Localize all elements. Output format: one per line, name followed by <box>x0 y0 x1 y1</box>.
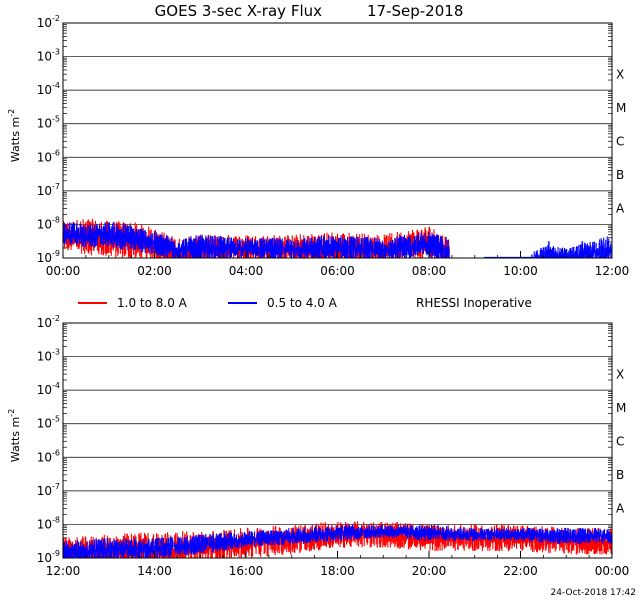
top-panel: 10-2 10-3 10-4 10-5 10-6 10-7 10-8 10-9 Watts m-… <box>7 14 629 278</box>
x-tick-label: 14:00 <box>137 564 172 578</box>
y-tick-label: 10-8 <box>37 215 60 231</box>
x-tick-label: 22:00 <box>503 564 538 578</box>
y-axis-label: Watts m-2 <box>7 109 22 162</box>
x-tick-label: 18:00 <box>320 564 355 578</box>
x-tick-label: 02:00 <box>137 264 172 278</box>
legend: 1.0 to 8.0 A 0.5 to 4.0 A RHESSI Inopera… <box>78 296 532 310</box>
x-tick-label: 04:00 <box>229 264 264 278</box>
y-tick-label: 10-6 <box>37 148 60 164</box>
y-tick-label: 10-3 <box>37 48 60 64</box>
x-tick-label: 10:00 <box>503 264 538 278</box>
chart-title: GOES 3-sec X-ray Flux <box>155 2 322 20</box>
flare-class-label: X <box>616 67 624 81</box>
y-tick-label: 10-7 <box>37 482 60 498</box>
flare-class-label: M <box>616 101 626 115</box>
y-axis-label: Watts m-2 <box>7 409 22 462</box>
bottom-panel: 10-2 10-3 10-4 10-5 10-6 10-7 10-8 10-9 Watts m-… <box>7 314 629 578</box>
flare-class-label: C <box>616 435 624 449</box>
y-tick-label: 10-5 <box>37 415 60 431</box>
rhessi-note: RHESSI Inoperative <box>416 296 532 310</box>
y-tick-label: 10-2 <box>37 314 60 330</box>
x-tick-label: 06:00 <box>320 264 355 278</box>
flare-class-label: A <box>616 502 625 516</box>
y-tick-label: 10-2 <box>37 14 60 30</box>
x-tick-label: 12:00 <box>46 564 81 578</box>
flare-class-label: C <box>616 135 624 149</box>
flare-class-label: X <box>616 367 624 381</box>
generation-timestamp: 24-Oct-2018 17:42 <box>551 588 636 598</box>
flare-class-label: M <box>616 401 626 415</box>
y-tick-label: 10-7 <box>37 182 60 198</box>
x-tick-label: 12:00 <box>595 264 630 278</box>
flare-class-label: B <box>616 468 624 482</box>
flare-class-label: B <box>616 168 624 182</box>
plot-frame <box>62 22 613 259</box>
x-tick-label: 20:00 <box>412 564 447 578</box>
y-tick-label: 10-4 <box>37 81 60 97</box>
y-tick-label: 10-5 <box>37 115 60 131</box>
legend-label-long: 1.0 to 8.0 A <box>117 296 188 310</box>
y-tick-label: 10-9 <box>37 249 60 265</box>
x-tick-label: 16:00 <box>229 564 264 578</box>
x-tick-label: 00:00 <box>46 264 81 278</box>
chart-date: 17-Sep-2018 <box>367 2 463 20</box>
y-tick-label: 10-4 <box>37 381 60 397</box>
y-tick-label: 10-9 <box>37 549 60 565</box>
legend-label-short: 0.5 to 4.0 A <box>267 296 338 310</box>
x-tick-label: 00:00 <box>595 564 630 578</box>
y-tick-label: 10-6 <box>37 448 60 464</box>
flare-class-label: A <box>616 202 625 216</box>
x-tick-label: 08:00 <box>412 264 447 278</box>
y-tick-label: 10-8 <box>37 515 60 531</box>
y-tick-label: 10-3 <box>37 348 60 364</box>
